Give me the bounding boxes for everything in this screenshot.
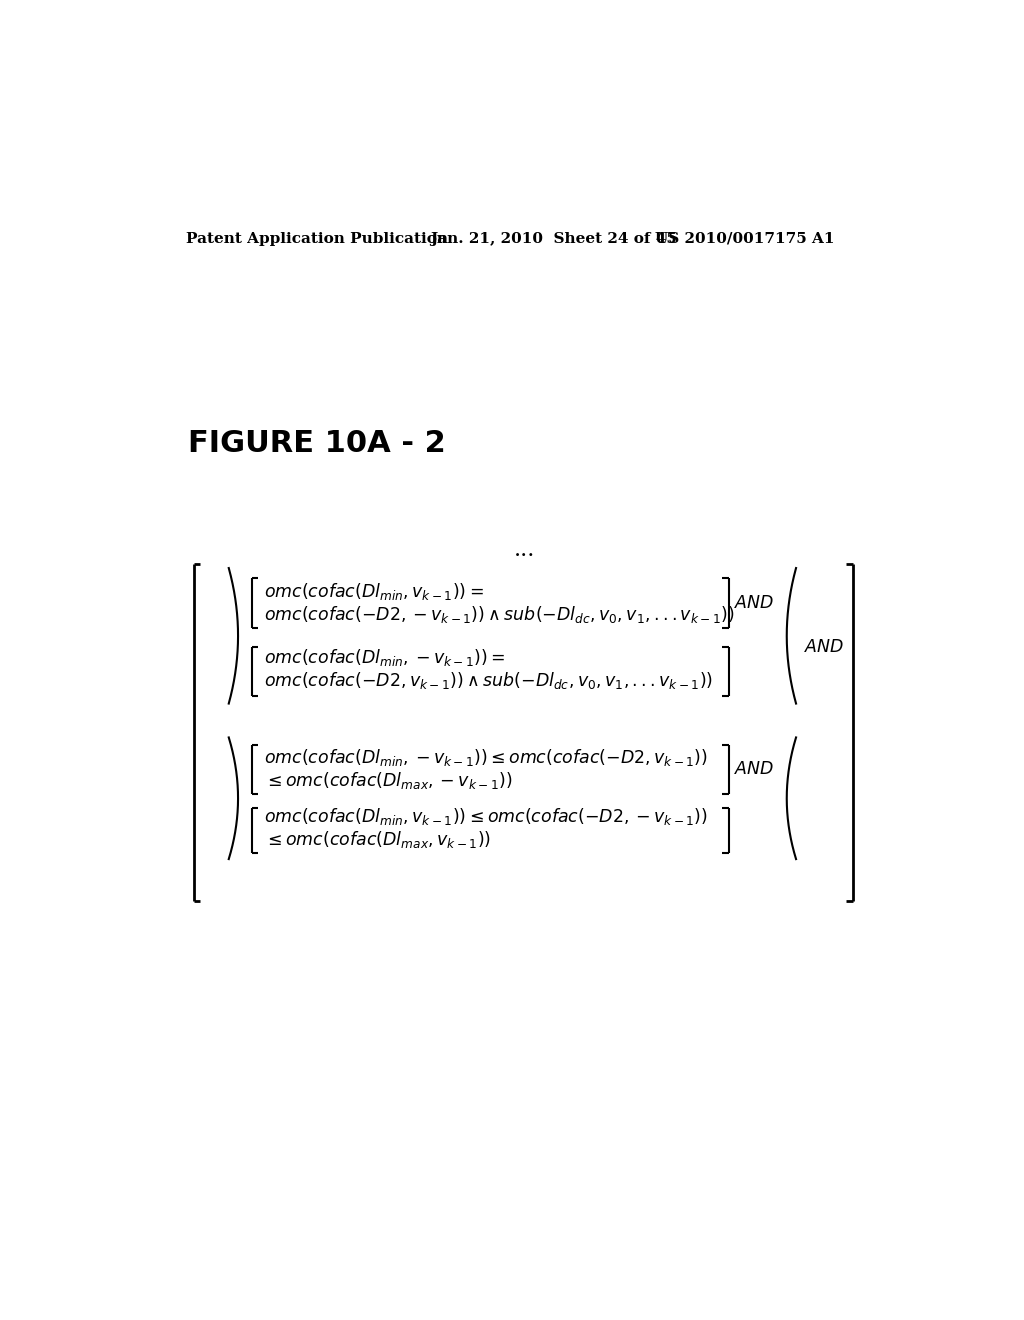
Text: $\mathit{AND}$: $\mathit{AND}$ <box>804 639 844 656</box>
Text: Jan. 21, 2010  Sheet 24 of 45: Jan. 21, 2010 Sheet 24 of 45 <box>430 231 677 246</box>
Text: $\mathit{omc}(\mathit{cofac}(D\mathit{l}_{min}, v_{k-1})) \leq \mathit{omc}(\mat: $\mathit{omc}(\mathit{cofac}(D\mathit{l}… <box>263 807 708 828</box>
Text: ...: ... <box>514 539 536 561</box>
Text: Patent Application Publication: Patent Application Publication <box>186 231 449 246</box>
Text: $\leq \mathit{omc}(\mathit{cofac}(D\mathit{l}_{max}, v_{k-1}))$: $\leq \mathit{omc}(\mathit{cofac}(D\math… <box>263 829 490 850</box>
Text: $\mathit{AND}$: $\mathit{AND}$ <box>734 760 774 777</box>
Text: FIGURE 10A - 2: FIGURE 10A - 2 <box>188 429 446 458</box>
Text: $\mathit{omc}(\mathit{cofac}(-D2, v_{k-1})) \wedge \mathit{sub}(-D\mathit{l}_{dc: $\mathit{omc}(\mathit{cofac}(-D2, v_{k-1… <box>263 671 713 690</box>
Text: $\leq \mathit{omc}(\mathit{cofac}(D\mathit{l}_{max}, -v_{k-1}))$: $\leq \mathit{omc}(\mathit{cofac}(D\math… <box>263 770 512 791</box>
Text: US 2010/0017175 A1: US 2010/0017175 A1 <box>655 231 835 246</box>
Text: $\mathit{omc}(\mathit{cofac}(D\mathit{l}_{min}, -v_{k-1})) \leq \mathit{omc}(\ma: $\mathit{omc}(\mathit{cofac}(D\mathit{l}… <box>263 747 708 768</box>
Text: $\mathit{omc}(\mathit{cofac}(D\mathit{l}_{min}, -v_{k-1})) =$: $\mathit{omc}(\mathit{cofac}(D\mathit{l}… <box>263 647 505 668</box>
Text: $\mathit{AND}$: $\mathit{AND}$ <box>734 595 774 612</box>
Text: $\mathit{omc}(\mathit{cofac}(D\mathit{l}_{min}, v_{k-1})) =$: $\mathit{omc}(\mathit{cofac}(D\mathit{l}… <box>263 581 483 602</box>
Text: $\mathit{omc}(\mathit{cofac}(-D2, -v_{k-1})) \wedge \mathit{sub}(-D\mathit{l}_{d: $\mathit{omc}(\mathit{cofac}(-D2, -v_{k-… <box>263 603 734 624</box>
